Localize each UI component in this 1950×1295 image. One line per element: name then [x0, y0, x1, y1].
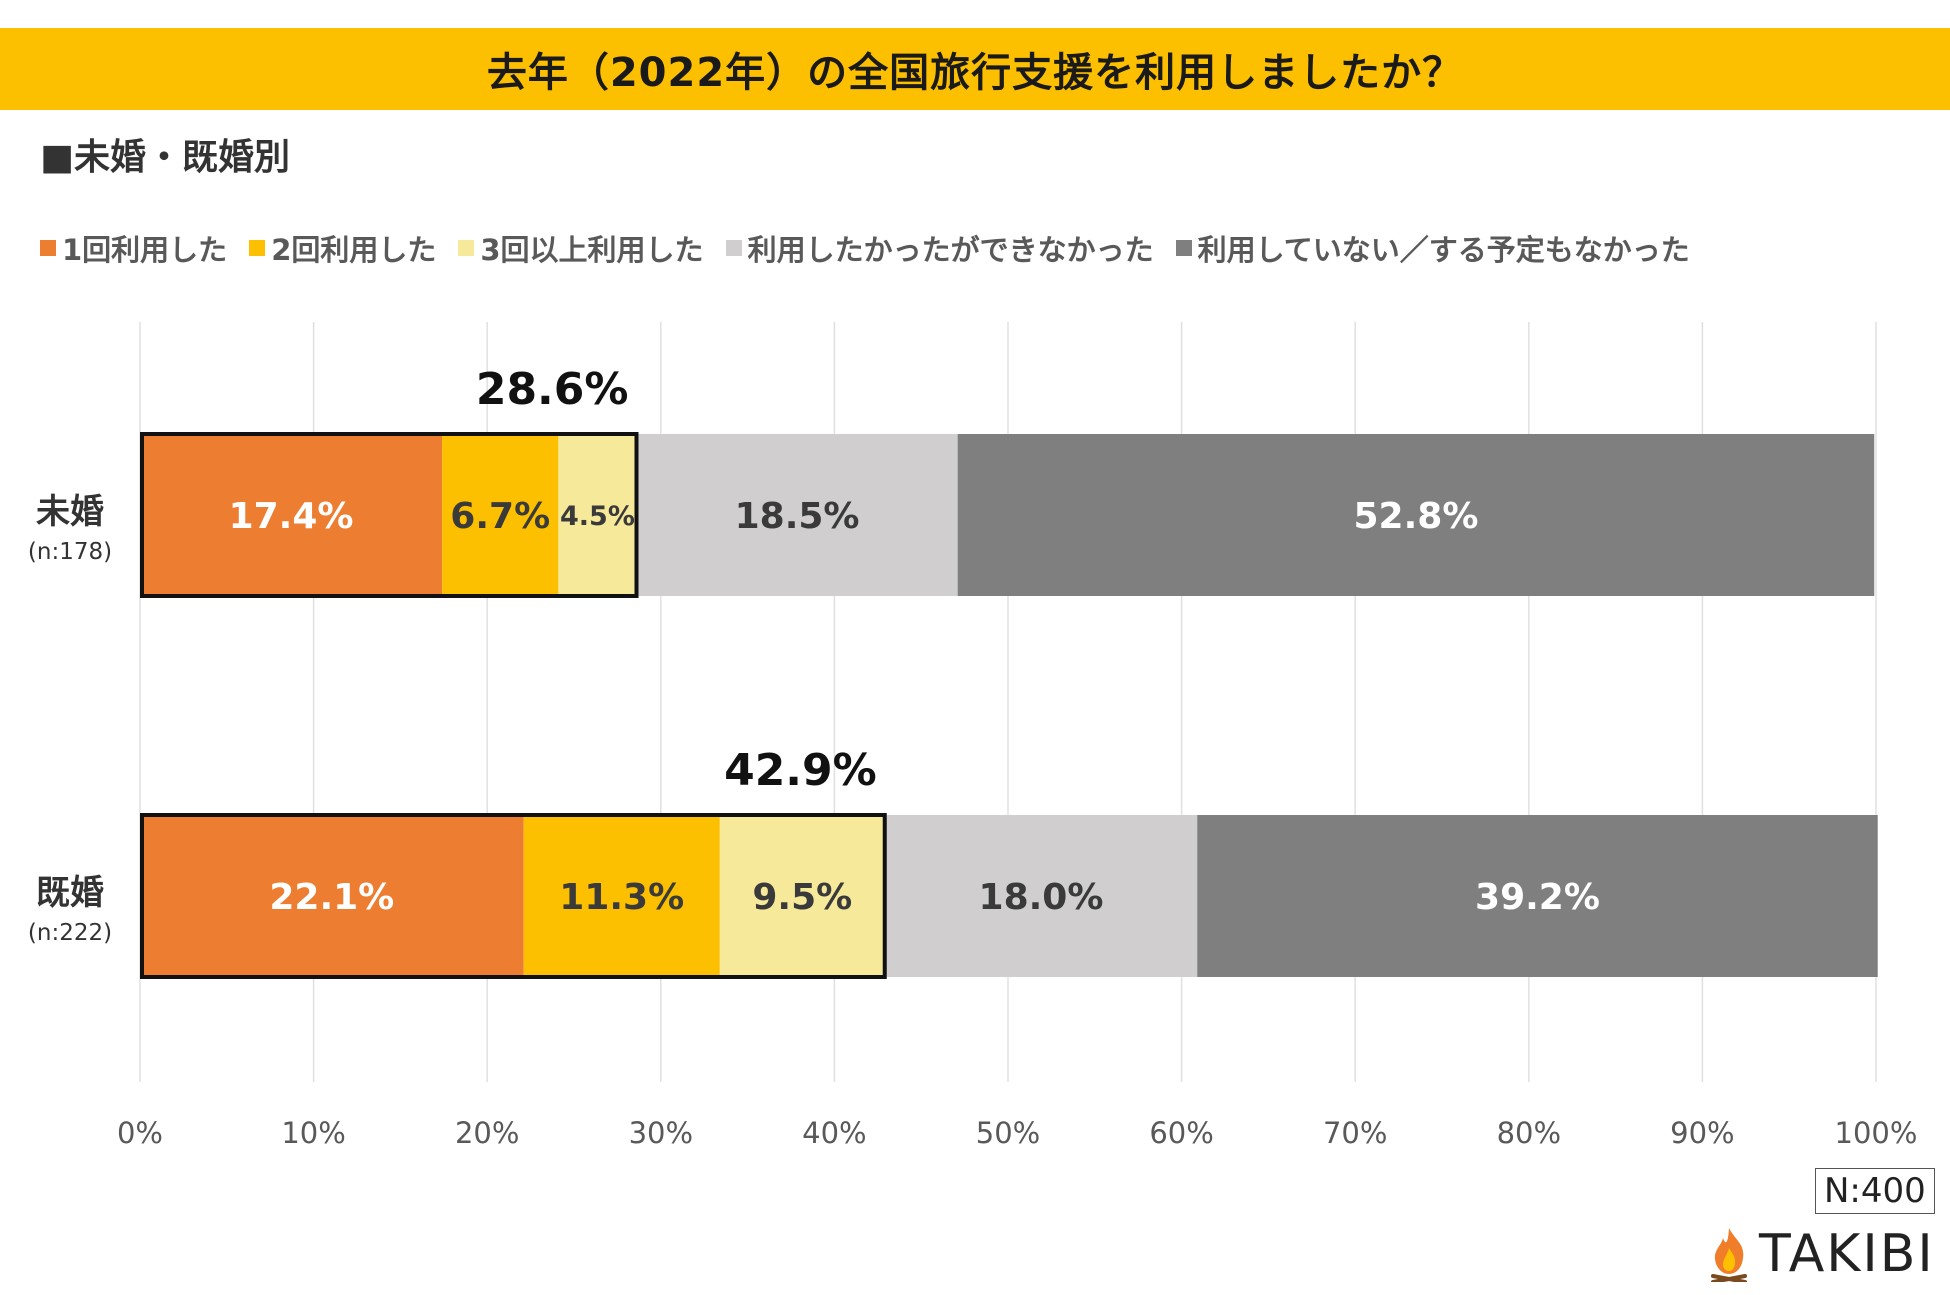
x-tick-label: 0%	[117, 1116, 163, 1150]
legend-item-4: 利用したかったができなかった	[725, 227, 1154, 269]
x-tick-label: 80%	[1497, 1116, 1561, 1150]
x-tick-label: 70%	[1323, 1116, 1387, 1150]
category-sample-size: (n:178)	[28, 539, 112, 565]
data-label: 18.0%	[979, 877, 1104, 918]
legend-swatch	[249, 240, 266, 256]
legend-label: 利用したかったができなかった	[747, 233, 1154, 267]
x-tick-label: 50%	[976, 1116, 1040, 1150]
data-label: 4.5%	[560, 501, 635, 532]
x-tick-label: 20%	[455, 1116, 519, 1150]
data-label: 22.1%	[269, 877, 394, 918]
stacked-bar-chart: 0% 10% 20% 30% 40% 50% 60% 70% 80% 90% 100% 17.4% 6.…	[28, 322, 1918, 1150]
bar-segment	[636, 434, 958, 596]
data-label: 9.5%	[752, 877, 852, 918]
legend-label: 1回利用した	[62, 233, 228, 267]
x-tick-label: 100%	[1835, 1116, 1918, 1150]
category-label: 未婚	[36, 492, 104, 532]
bar-segment	[442, 434, 559, 596]
data-label: 11.3%	[559, 877, 684, 918]
bar-segment	[523, 815, 720, 977]
x-tick-label: 40%	[802, 1116, 866, 1150]
x-tick-label: 10%	[281, 1116, 345, 1150]
legend-swatch	[1175, 240, 1192, 256]
legend-item-2: 2回利用した	[249, 227, 436, 269]
data-label: 18.5%	[735, 496, 860, 537]
legend-label: 2回利用した	[271, 233, 437, 267]
bar-segment	[1197, 815, 1878, 977]
data-label: 17.4%	[229, 496, 354, 537]
legend-item-5: 利用していない／する予定もなかった	[1175, 227, 1690, 269]
bar-segment	[884, 815, 1198, 977]
legend-label: 3回以上利用した	[480, 233, 704, 267]
legend-swatch	[725, 240, 742, 256]
bar-segment	[140, 815, 524, 977]
flame-icon	[1711, 1228, 1747, 1282]
legend: 1回利用した 2回利用した 3回以上利用した 利用したかったができなかった 利用していな…	[40, 226, 1930, 270]
bar-segment	[957, 434, 1875, 596]
takibi-logo: TAKIBI	[1705, 1222, 1935, 1286]
category-sample-size: (n:222)	[28, 920, 112, 946]
used-total-label: 28.6%	[476, 364, 629, 415]
legend-swatch	[40, 240, 56, 256]
legend-swatch	[458, 240, 475, 256]
bar-segment	[719, 815, 885, 977]
used-total-label: 42.9%	[724, 745, 877, 796]
used-total-outline	[140, 813, 887, 979]
data-label: 52.8%	[1354, 496, 1479, 537]
sample-size-label: N:400	[1815, 1168, 1935, 1214]
chart-title: 去年（2022年）の全国旅行支援を利用しましたか？	[486, 50, 1464, 96]
category-label: 既婚	[36, 873, 104, 913]
data-label: 39.2%	[1475, 877, 1600, 918]
logo-text: TAKIBI	[1759, 1224, 1935, 1284]
x-tick-label: 90%	[1670, 1116, 1734, 1150]
legend-label: 利用していない／する予定もなかった	[1197, 233, 1690, 267]
used-total-outline	[140, 432, 639, 598]
legend-item-3: 3回以上利用した	[458, 227, 704, 269]
bar-segment	[558, 434, 637, 596]
legend-item-1: 1回利用した	[40, 227, 227, 269]
data-label: 6.7%	[450, 496, 550, 537]
title-band: 去年（2022年）の全国旅行支援を利用しましたか？	[0, 28, 1950, 110]
subtitle: ■未婚・既婚別	[40, 137, 291, 178]
x-tick-label: 30%	[629, 1116, 693, 1150]
bar-segment	[140, 434, 443, 596]
x-tick-label: 60%	[1149, 1116, 1213, 1150]
